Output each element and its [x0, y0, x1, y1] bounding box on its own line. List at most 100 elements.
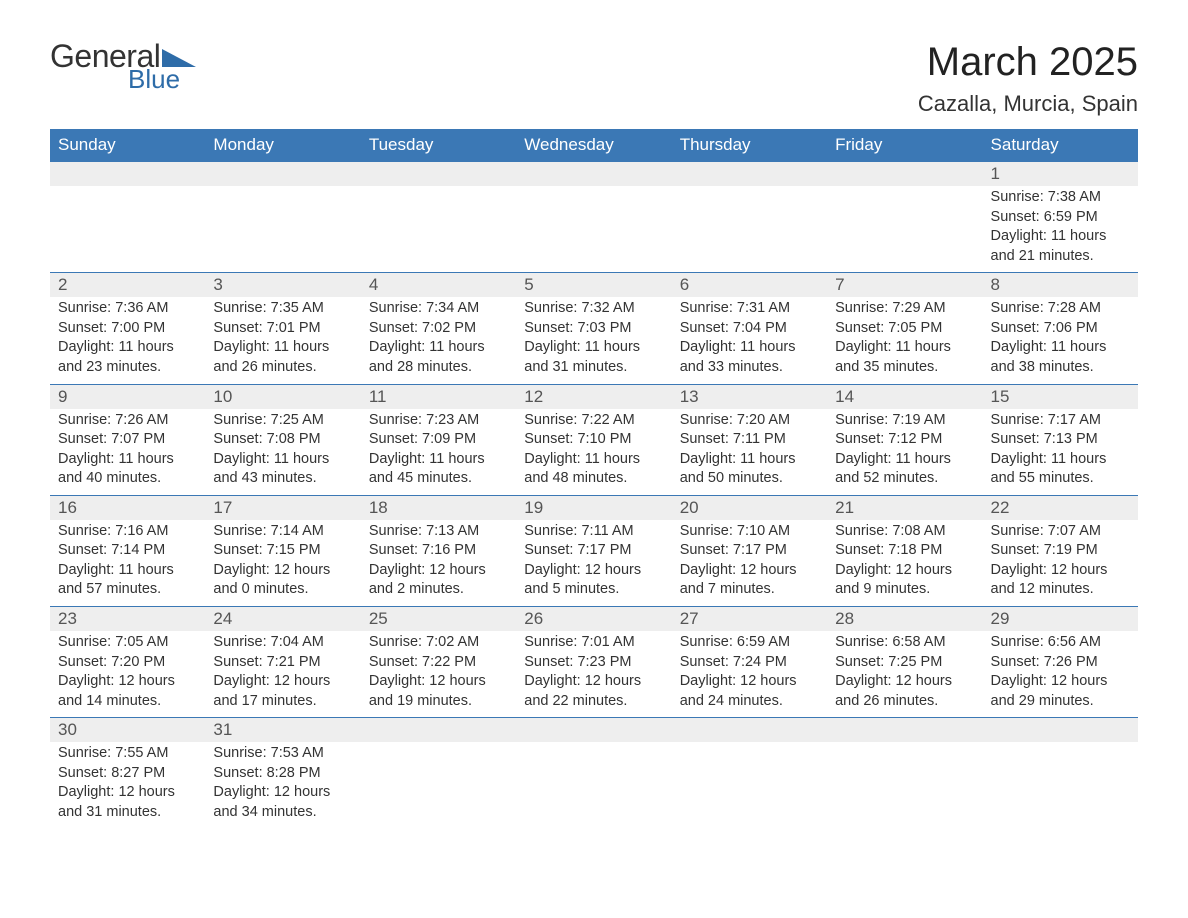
day-cell: Sunrise: 7:32 AMSunset: 7:03 PMDaylight:…	[516, 297, 671, 384]
sunrise-line: Sunrise: 7:22 AM	[524, 411, 663, 431]
sunrise-line: Sunrise: 7:36 AM	[58, 299, 197, 319]
sunrise-line: Sunrise: 7:55 AM	[58, 744, 197, 764]
sunrise-line: Sunrise: 7:10 AM	[680, 522, 819, 542]
sunrise-line: Sunrise: 7:25 AM	[213, 411, 352, 431]
daylight-line-1: Daylight: 11 hours	[835, 450, 974, 470]
sunrise-line: Sunrise: 6:56 AM	[991, 633, 1130, 653]
day-number-cell: 25	[361, 607, 516, 632]
day-cell: Sunrise: 7:11 AMSunset: 7:17 PMDaylight:…	[516, 520, 671, 607]
sunrise-line: Sunrise: 7:19 AM	[835, 411, 974, 431]
day-number-cell: 24	[205, 607, 360, 632]
day-number-cell: 16	[50, 495, 205, 520]
sunrise-line: Sunrise: 7:01 AM	[524, 633, 663, 653]
daylight-line-2: and 7 minutes.	[680, 580, 819, 600]
sunset-line: Sunset: 7:07 PM	[58, 430, 197, 450]
daylight-line-2: and 33 minutes.	[680, 358, 819, 378]
day-cell: Sunrise: 7:53 AMSunset: 8:28 PMDaylight:…	[205, 742, 360, 828]
day-number-cell	[50, 162, 205, 187]
day-details-row: Sunrise: 7:05 AMSunset: 7:20 PMDaylight:…	[50, 631, 1138, 718]
sunset-line: Sunset: 7:00 PM	[58, 319, 197, 339]
day-details-row: Sunrise: 7:16 AMSunset: 7:14 PMDaylight:…	[50, 520, 1138, 607]
day-number-cell	[672, 162, 827, 187]
day-cell: Sunrise: 6:59 AMSunset: 7:24 PMDaylight:…	[672, 631, 827, 718]
daylight-line-1: Daylight: 12 hours	[524, 561, 663, 581]
day-number-cell: 7	[827, 273, 982, 298]
daylight-line-2: and 22 minutes.	[524, 692, 663, 712]
day-number-cell: 21	[827, 495, 982, 520]
day-number-row: 1	[50, 162, 1138, 187]
day-cell: Sunrise: 7:16 AMSunset: 7:14 PMDaylight:…	[50, 520, 205, 607]
day-number-cell: 19	[516, 495, 671, 520]
day-cell: Sunrise: 7:02 AMSunset: 7:22 PMDaylight:…	[361, 631, 516, 718]
day-number-row: 9101112131415	[50, 384, 1138, 409]
day-number-cell: 22	[983, 495, 1138, 520]
sunset-line: Sunset: 7:25 PM	[835, 653, 974, 673]
sunrise-line: Sunrise: 7:07 AM	[991, 522, 1130, 542]
sunset-line: Sunset: 8:27 PM	[58, 764, 197, 784]
day-cell: Sunrise: 7:20 AMSunset: 7:11 PMDaylight:…	[672, 409, 827, 496]
day-number-cell: 18	[361, 495, 516, 520]
daylight-line-2: and 12 minutes.	[991, 580, 1130, 600]
day-number-cell	[516, 718, 671, 743]
day-cell	[516, 186, 671, 273]
sunset-line: Sunset: 7:23 PM	[524, 653, 663, 673]
day-cell: Sunrise: 7:29 AMSunset: 7:05 PMDaylight:…	[827, 297, 982, 384]
sunrise-line: Sunrise: 7:31 AM	[680, 299, 819, 319]
sunrise-line: Sunrise: 6:58 AM	[835, 633, 974, 653]
daylight-line-2: and 55 minutes.	[991, 469, 1130, 489]
day-cell: Sunrise: 7:14 AMSunset: 7:15 PMDaylight:…	[205, 520, 360, 607]
calendar-table: Sunday Monday Tuesday Wednesday Thursday…	[50, 129, 1138, 829]
day-number-cell: 28	[827, 607, 982, 632]
daylight-line-2: and 43 minutes.	[213, 469, 352, 489]
daylight-line-2: and 31 minutes.	[58, 803, 197, 823]
sunrise-line: Sunrise: 7:32 AM	[524, 299, 663, 319]
sunrise-line: Sunrise: 7:38 AM	[991, 188, 1130, 208]
sunrise-line: Sunrise: 7:11 AM	[524, 522, 663, 542]
sunset-line: Sunset: 7:18 PM	[835, 541, 974, 561]
daylight-line-1: Daylight: 12 hours	[213, 561, 352, 581]
daylight-line-2: and 34 minutes.	[213, 803, 352, 823]
sunset-line: Sunset: 7:10 PM	[524, 430, 663, 450]
month-title: March 2025	[918, 40, 1138, 85]
daylight-line-2: and 29 minutes.	[991, 692, 1130, 712]
day-cell: Sunrise: 7:31 AMSunset: 7:04 PMDaylight:…	[672, 297, 827, 384]
location-subtitle: Cazalla, Murcia, Spain	[918, 91, 1138, 117]
sunset-line: Sunset: 7:11 PM	[680, 430, 819, 450]
day-cell: Sunrise: 7:17 AMSunset: 7:13 PMDaylight:…	[983, 409, 1138, 496]
day-cell: Sunrise: 6:56 AMSunset: 7:26 PMDaylight:…	[983, 631, 1138, 718]
sunset-line: Sunset: 7:12 PM	[835, 430, 974, 450]
daylight-line-1: Daylight: 11 hours	[213, 338, 352, 358]
logo-word-blue: Blue	[128, 66, 196, 92]
daylight-line-1: Daylight: 12 hours	[991, 561, 1130, 581]
daylight-line-2: and 40 minutes.	[58, 469, 197, 489]
day-number-cell	[205, 162, 360, 187]
day-number-row: 3031	[50, 718, 1138, 743]
sunrise-line: Sunrise: 7:20 AM	[680, 411, 819, 431]
daylight-line-1: Daylight: 11 hours	[680, 338, 819, 358]
day-number-cell: 20	[672, 495, 827, 520]
day-cell	[983, 742, 1138, 828]
daylight-line-2: and 5 minutes.	[524, 580, 663, 600]
daylight-line-1: Daylight: 11 hours	[369, 338, 508, 358]
day-number-cell: 15	[983, 384, 1138, 409]
day-number-cell: 31	[205, 718, 360, 743]
daylight-line-1: Daylight: 12 hours	[991, 672, 1130, 692]
sunset-line: Sunset: 7:01 PM	[213, 319, 352, 339]
day-cell: Sunrise: 7:35 AMSunset: 7:01 PMDaylight:…	[205, 297, 360, 384]
daylight-line-1: Daylight: 11 hours	[835, 338, 974, 358]
weekday-tuesday: Tuesday	[361, 129, 516, 162]
day-details-row: Sunrise: 7:38 AMSunset: 6:59 PMDaylight:…	[50, 186, 1138, 273]
sunrise-line: Sunrise: 7:53 AM	[213, 744, 352, 764]
daylight-line-2: and 45 minutes.	[369, 469, 508, 489]
logo: General Blue	[50, 40, 196, 92]
day-cell	[672, 186, 827, 273]
sunset-line: Sunset: 8:28 PM	[213, 764, 352, 784]
day-number-cell: 27	[672, 607, 827, 632]
sunset-line: Sunset: 7:16 PM	[369, 541, 508, 561]
day-cell: Sunrise: 7:05 AMSunset: 7:20 PMDaylight:…	[50, 631, 205, 718]
day-cell: Sunrise: 7:25 AMSunset: 7:08 PMDaylight:…	[205, 409, 360, 496]
daylight-line-1: Daylight: 11 hours	[213, 450, 352, 470]
day-number-cell	[827, 718, 982, 743]
sunset-line: Sunset: 7:09 PM	[369, 430, 508, 450]
daylight-line-2: and 26 minutes.	[835, 692, 974, 712]
